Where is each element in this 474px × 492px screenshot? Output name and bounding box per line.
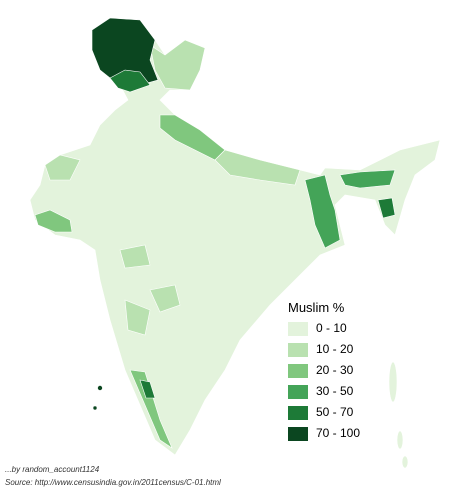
legend-swatch: [288, 406, 308, 420]
credit-source: Source: http://www.censusindia.gov.in/20…: [5, 478, 221, 487]
legend-label: 20 - 30: [316, 363, 354, 377]
legend-swatch: [288, 427, 308, 441]
malappuram: [139, 379, 156, 399]
credit-author: ...by random_account1124: [5, 465, 100, 474]
legend-label: 0 - 10: [316, 321, 347, 335]
andaman: [388, 361, 398, 403]
jammu: [109, 69, 151, 93]
ladakh: [149, 39, 206, 91]
kashmir: [91, 17, 159, 89]
legend-swatch: [288, 364, 308, 378]
india-outline: [29, 17, 441, 456]
legend-label: 30 - 50: [316, 384, 354, 398]
karnataka-north: [124, 299, 151, 336]
lakshadweep: [97, 385, 103, 391]
kutch: [34, 209, 73, 233]
west-up-gujarat: [44, 154, 81, 181]
marathwada: [119, 244, 151, 269]
bengal: [304, 174, 341, 249]
legend-swatch: [288, 343, 308, 357]
hyderabad: [149, 284, 181, 313]
assam: [339, 169, 396, 189]
kerala: [129, 369, 173, 449]
legend-swatch: [288, 385, 308, 399]
ganges-east: [214, 149, 301, 186]
lakshadweep: [92, 405, 98, 411]
legend-label: 10 - 20: [316, 342, 354, 356]
nicobar: [396, 430, 404, 450]
legend-label: 70 - 100: [316, 426, 360, 440]
map-regions: [29, 17, 441, 469]
legend-swatch: [288, 322, 308, 336]
barak: [377, 197, 396, 219]
legend-label: 50 - 70: [316, 405, 354, 419]
legend-title: Muslim %: [288, 300, 345, 315]
nicobar: [401, 455, 409, 469]
legend: Muslim % 0 - 10 10 - 20 20 - 30 30 - 50 50 -…: [288, 300, 360, 441]
